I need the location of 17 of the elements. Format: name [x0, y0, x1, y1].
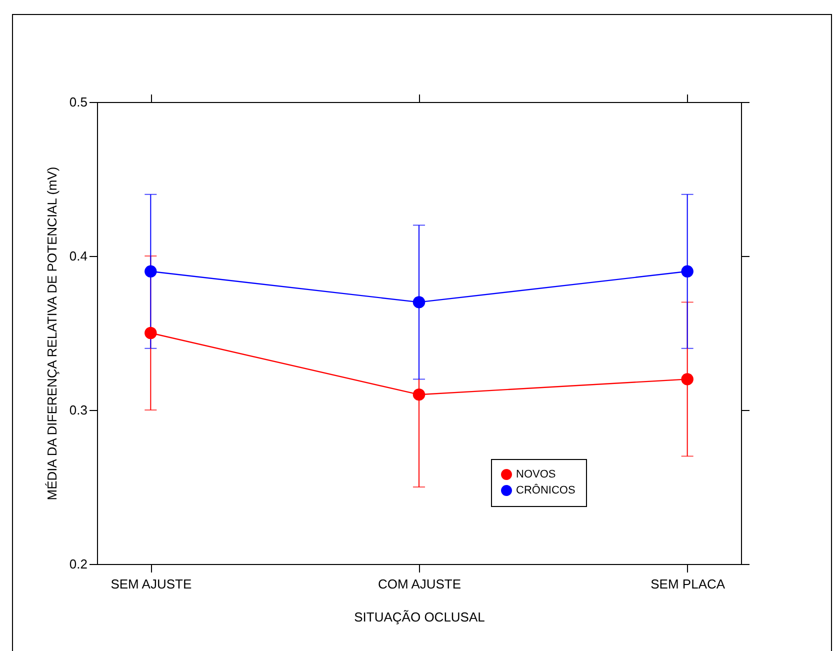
point	[412, 296, 426, 308]
legend-label: NOVOS	[516, 468, 556, 480]
point	[412, 388, 426, 401]
y-tick-label: 0.3	[69, 402, 88, 418]
y-tick-label: 0.2	[69, 556, 88, 572]
y-axis-title: MÉDIA DA DIFERENÇA RELATIVA DE POTENCIAL (mV)	[44, 166, 60, 500]
x-axis-title: SITUAÇÃO OCLUSAL	[354, 610, 485, 624]
x-tick-label: COM AJUSTE	[378, 576, 462, 592]
point	[144, 265, 157, 278]
point	[144, 326, 157, 340]
x-tick-label: SEM PLACA	[650, 576, 726, 592]
x-tick-label: SEM AJUSTE	[110, 576, 192, 592]
y-tick-label: 0.5	[69, 94, 88, 110]
legend-label: CRÔNICOS	[516, 484, 576, 496]
y-tick-label: 0.4	[69, 248, 88, 264]
point	[681, 265, 694, 278]
point	[681, 373, 694, 386]
